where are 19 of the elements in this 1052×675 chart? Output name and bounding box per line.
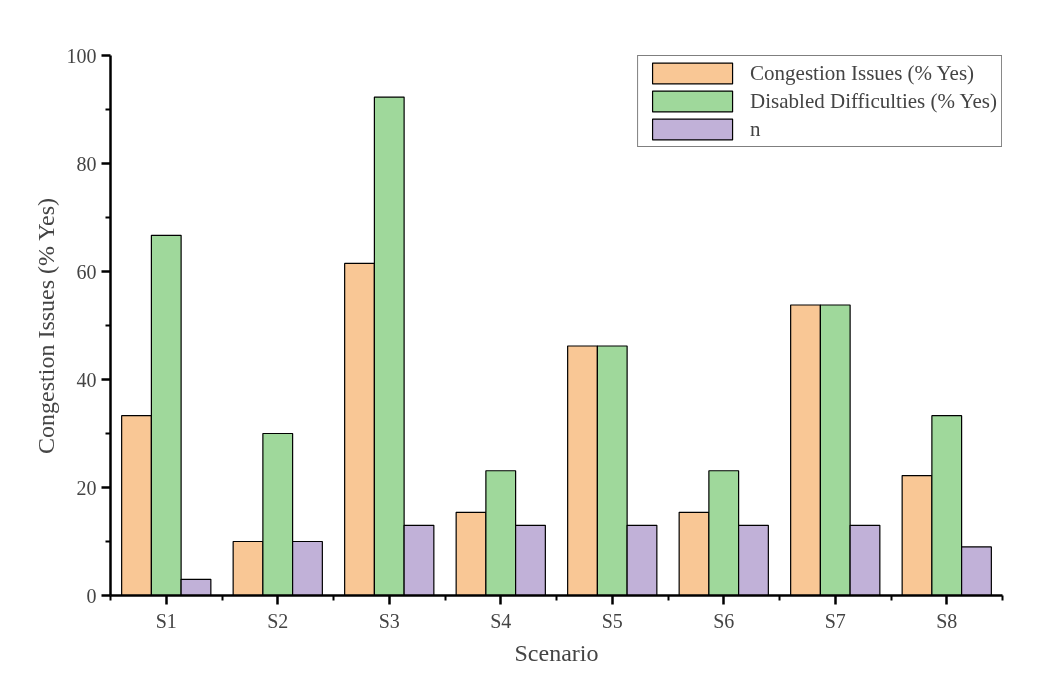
y-tick-label: 20: [76, 476, 97, 499]
x-tick-label: S8: [936, 609, 958, 632]
x-tick-label: S1: [155, 609, 177, 632]
y-tick-label: 60: [76, 260, 97, 283]
legend-label: Disabled Difficulties (% Yes): [750, 88, 997, 114]
y-tick-label: 40: [76, 368, 97, 391]
legend-label: n: [750, 116, 762, 142]
x-tick-label: S3: [378, 609, 400, 632]
y-tick-label: 0: [86, 584, 97, 607]
x-tick-label: S7: [824, 609, 846, 632]
x-tick-label: S6: [713, 609, 735, 632]
y-tick-label: 100: [66, 44, 97, 67]
x-tick-label: S5: [601, 609, 623, 632]
x-axis-title: Scenario: [514, 639, 599, 666]
legend-label: Congestion Issues (% Yes): [750, 60, 975, 86]
x-tick-label: S2: [267, 609, 289, 632]
y-axis-title: Congestion Issues (% Yes): [32, 197, 59, 454]
y-tick-label: 80: [76, 152, 97, 175]
x-tick-label: S4: [490, 609, 512, 632]
